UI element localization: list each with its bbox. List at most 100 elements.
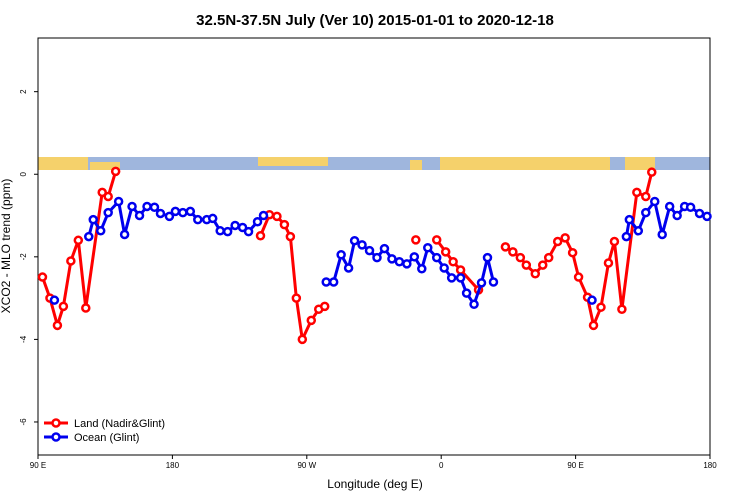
data-point <box>127 201 137 212</box>
data-point <box>560 233 570 243</box>
data-point <box>603 258 614 268</box>
x-tick-label: 180 <box>703 461 717 470</box>
data-point <box>573 272 584 282</box>
data-point <box>319 301 330 312</box>
data-point <box>476 278 487 288</box>
data-point <box>596 302 606 312</box>
data-point <box>372 252 382 263</box>
data-point <box>537 260 548 270</box>
data-point <box>411 235 421 245</box>
data-point <box>88 214 99 225</box>
data-point <box>439 263 449 273</box>
data-point <box>258 210 269 221</box>
data-point <box>272 211 282 222</box>
data-point <box>387 254 397 264</box>
data-point <box>237 222 248 233</box>
x-tick-label: 180 <box>166 461 180 470</box>
data-point <box>297 334 308 345</box>
data-point <box>49 295 60 305</box>
data-point <box>632 187 642 198</box>
data-point <box>647 167 657 177</box>
data-point <box>448 257 458 267</box>
data-point <box>66 256 76 266</box>
data-point <box>336 250 346 260</box>
data-point <box>621 231 632 242</box>
data-point <box>142 201 152 212</box>
plot-layer: 90 E 180 90 W 0 90 E 180 -6 -4 -2 0 2 Land (Nadir&G… <box>19 89 717 470</box>
data-point <box>694 208 705 219</box>
data-point <box>230 220 240 231</box>
data-point <box>364 245 375 256</box>
data-point <box>482 252 493 263</box>
data-point <box>685 202 696 213</box>
data-point <box>530 268 541 279</box>
data-point <box>500 242 511 252</box>
series-line <box>41 170 654 345</box>
data-point <box>52 320 63 331</box>
data-point <box>103 191 113 202</box>
data-point <box>469 299 479 310</box>
data-point <box>394 257 405 267</box>
data-point <box>306 315 317 326</box>
data-point <box>672 210 682 221</box>
data-point <box>617 304 627 315</box>
y-tick-label: 0 <box>19 171 28 176</box>
x-tick-label: 0 <box>439 461 444 470</box>
data-point <box>113 196 124 207</box>
data-point <box>423 242 433 253</box>
legend: Land (Nadir&Glint) Ocean (Glint) <box>44 418 165 444</box>
data-point <box>588 320 599 331</box>
data-point <box>164 211 175 222</box>
legend-label: Land (Nadir&Glint) <box>74 418 165 430</box>
legend-label: Ocean (Glint) <box>74 432 139 444</box>
data-point <box>321 277 331 287</box>
y-axis-label: XCO2 - MLO trend (ppm) <box>0 179 13 314</box>
data-point <box>110 166 121 177</box>
data-point <box>170 206 181 217</box>
data-point <box>215 226 225 236</box>
data-point <box>641 191 651 202</box>
data-point <box>521 260 532 270</box>
data-point <box>609 236 620 247</box>
data-point <box>328 277 339 287</box>
plot-frame <box>37 37 711 456</box>
x-axis-label: Longitude (deg E) <box>327 477 422 491</box>
data-point <box>178 207 188 218</box>
chart-title: 32.5N-37.5N July (Ver 10) 2015-01-01 to … <box>196 12 554 29</box>
data-point <box>440 247 451 257</box>
legend-marker <box>51 432 61 442</box>
y-tick-label: -2 <box>19 253 28 261</box>
data-point <box>149 202 160 213</box>
data-point <box>641 207 651 218</box>
data-point <box>508 247 518 257</box>
y-tick-label: -4 <box>19 335 28 343</box>
data-point <box>567 247 578 258</box>
data-point <box>95 226 106 236</box>
data-point <box>455 273 466 283</box>
data-point <box>702 211 712 222</box>
data-point <box>103 207 113 218</box>
data-point <box>587 295 597 305</box>
x-tick-label: 90 W <box>297 461 316 470</box>
x-tick-label: 90 E <box>30 461 46 470</box>
data-point <box>515 252 526 263</box>
data-point <box>543 252 554 263</box>
data-point <box>134 210 145 221</box>
data-point <box>291 293 302 303</box>
data-point <box>279 219 290 230</box>
data-point <box>409 252 420 262</box>
data-point <box>664 201 675 212</box>
data-point <box>343 263 354 273</box>
data-point <box>155 208 166 219</box>
data-point <box>417 264 427 274</box>
data-point <box>431 252 442 263</box>
data-point <box>657 229 667 240</box>
x-tick-label: 90 E <box>567 461 583 470</box>
data-point <box>58 301 69 312</box>
data-point <box>431 235 442 245</box>
data-point <box>252 216 263 227</box>
y-tick-label: 2 <box>19 89 28 94</box>
data-point <box>633 226 644 236</box>
legend-marker <box>51 418 61 428</box>
